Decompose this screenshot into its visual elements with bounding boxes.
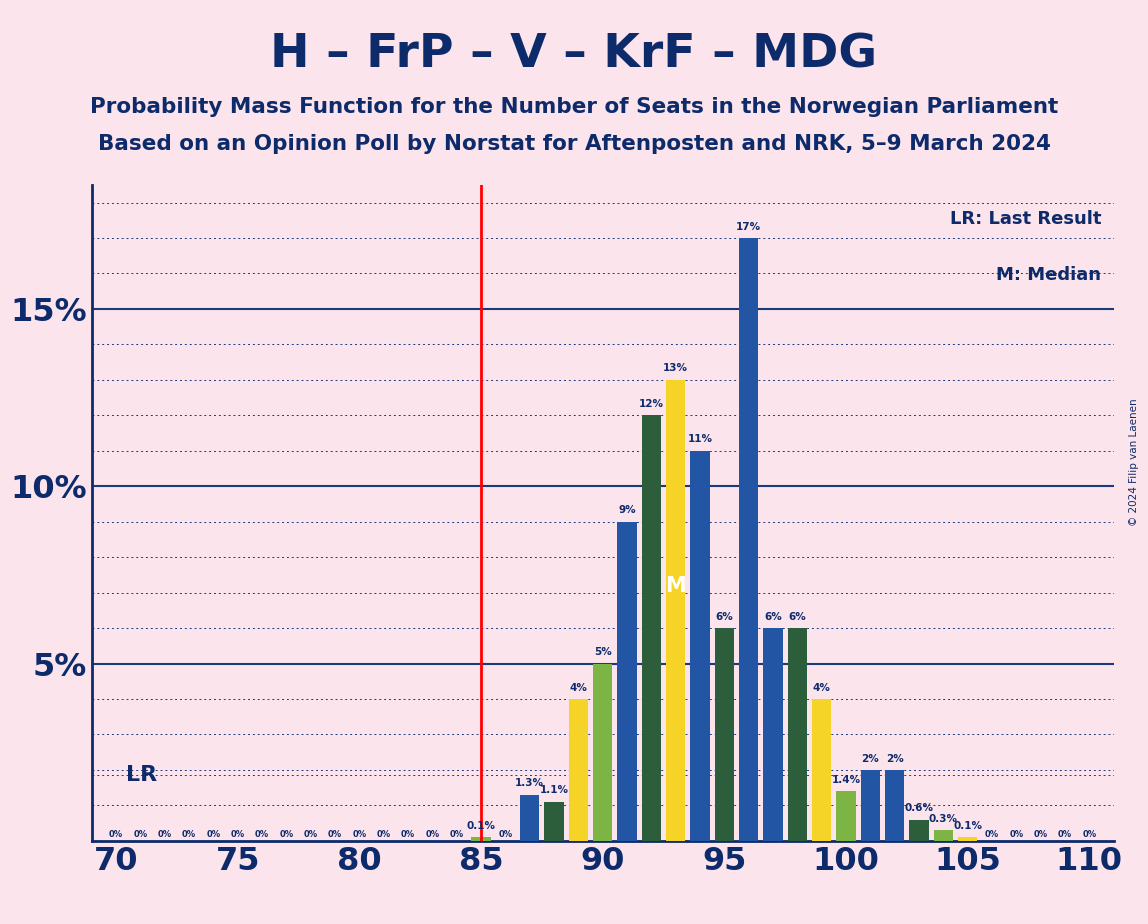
Text: 0%: 0% [207, 830, 220, 839]
Bar [861, 770, 881, 841]
Text: 0.1%: 0.1% [953, 821, 982, 831]
Text: 0%: 0% [157, 830, 172, 839]
Text: M: Median: M: Median [996, 266, 1101, 285]
Bar [544, 802, 564, 841]
Bar [594, 663, 612, 841]
Text: 0%: 0% [183, 830, 196, 839]
Text: 0%: 0% [426, 830, 440, 839]
Bar [812, 699, 831, 841]
Text: 0.6%: 0.6% [905, 803, 933, 813]
Text: 0%: 0% [279, 830, 294, 839]
Bar [618, 522, 637, 841]
Text: M: M [666, 576, 687, 595]
Text: 17%: 17% [736, 222, 761, 232]
Text: 0%: 0% [1009, 830, 1023, 839]
Text: 0%: 0% [231, 830, 245, 839]
Text: 6%: 6% [715, 612, 734, 622]
Bar [788, 628, 807, 841]
Text: 13%: 13% [664, 363, 688, 373]
Text: 1.1%: 1.1% [540, 785, 568, 796]
Bar [520, 795, 540, 841]
Bar [472, 837, 491, 841]
Bar [739, 238, 759, 841]
Bar [957, 837, 977, 841]
Text: 0%: 0% [401, 830, 416, 839]
Text: © 2024 Filip van Laenen: © 2024 Filip van Laenen [1130, 398, 1139, 526]
Text: Probability Mass Function for the Number of Seats in the Norwegian Parliament: Probability Mass Function for the Number… [90, 97, 1058, 117]
Text: 1.4%: 1.4% [831, 775, 861, 784]
Text: 0%: 0% [377, 830, 390, 839]
Text: 2%: 2% [861, 754, 879, 763]
Text: 9%: 9% [619, 505, 636, 516]
Text: 4%: 4% [813, 683, 830, 693]
Text: 0%: 0% [1033, 830, 1048, 839]
Text: 0.1%: 0.1% [466, 821, 496, 831]
Text: 5%: 5% [594, 647, 612, 657]
Bar [690, 451, 709, 841]
Text: 0%: 0% [985, 830, 999, 839]
Text: 0%: 0% [498, 830, 512, 839]
Bar [568, 699, 588, 841]
Text: 0%: 0% [109, 830, 123, 839]
Bar [642, 415, 661, 841]
Text: 11%: 11% [688, 434, 713, 444]
Text: LR: Last Result: LR: Last Result [949, 210, 1101, 227]
Text: 12%: 12% [638, 399, 664, 409]
Text: 0%: 0% [1083, 830, 1096, 839]
Text: 6%: 6% [789, 612, 806, 622]
Text: 0%: 0% [450, 830, 464, 839]
Text: 0%: 0% [352, 830, 366, 839]
Text: 0.3%: 0.3% [929, 814, 957, 824]
Text: 0%: 0% [255, 830, 269, 839]
Bar [666, 380, 685, 841]
Bar [909, 820, 929, 841]
Text: 4%: 4% [569, 683, 588, 693]
Text: 0%: 0% [328, 830, 342, 839]
Text: 6%: 6% [765, 612, 782, 622]
Text: Based on an Opinion Poll by Norstat for Aftenposten and NRK, 5–9 March 2024: Based on an Opinion Poll by Norstat for … [98, 134, 1050, 154]
Text: 1.3%: 1.3% [515, 778, 544, 788]
Bar [714, 628, 734, 841]
Bar [763, 628, 783, 841]
Text: 0%: 0% [133, 830, 148, 839]
Bar [885, 770, 905, 841]
Text: H – FrP – V – KrF – MDG: H – FrP – V – KrF – MDG [271, 32, 877, 78]
Bar [836, 791, 855, 841]
Text: 0%: 0% [304, 830, 318, 839]
Bar [933, 830, 953, 841]
Text: LR: LR [126, 765, 157, 785]
Text: 2%: 2% [886, 754, 903, 763]
Text: 0%: 0% [1057, 830, 1072, 839]
